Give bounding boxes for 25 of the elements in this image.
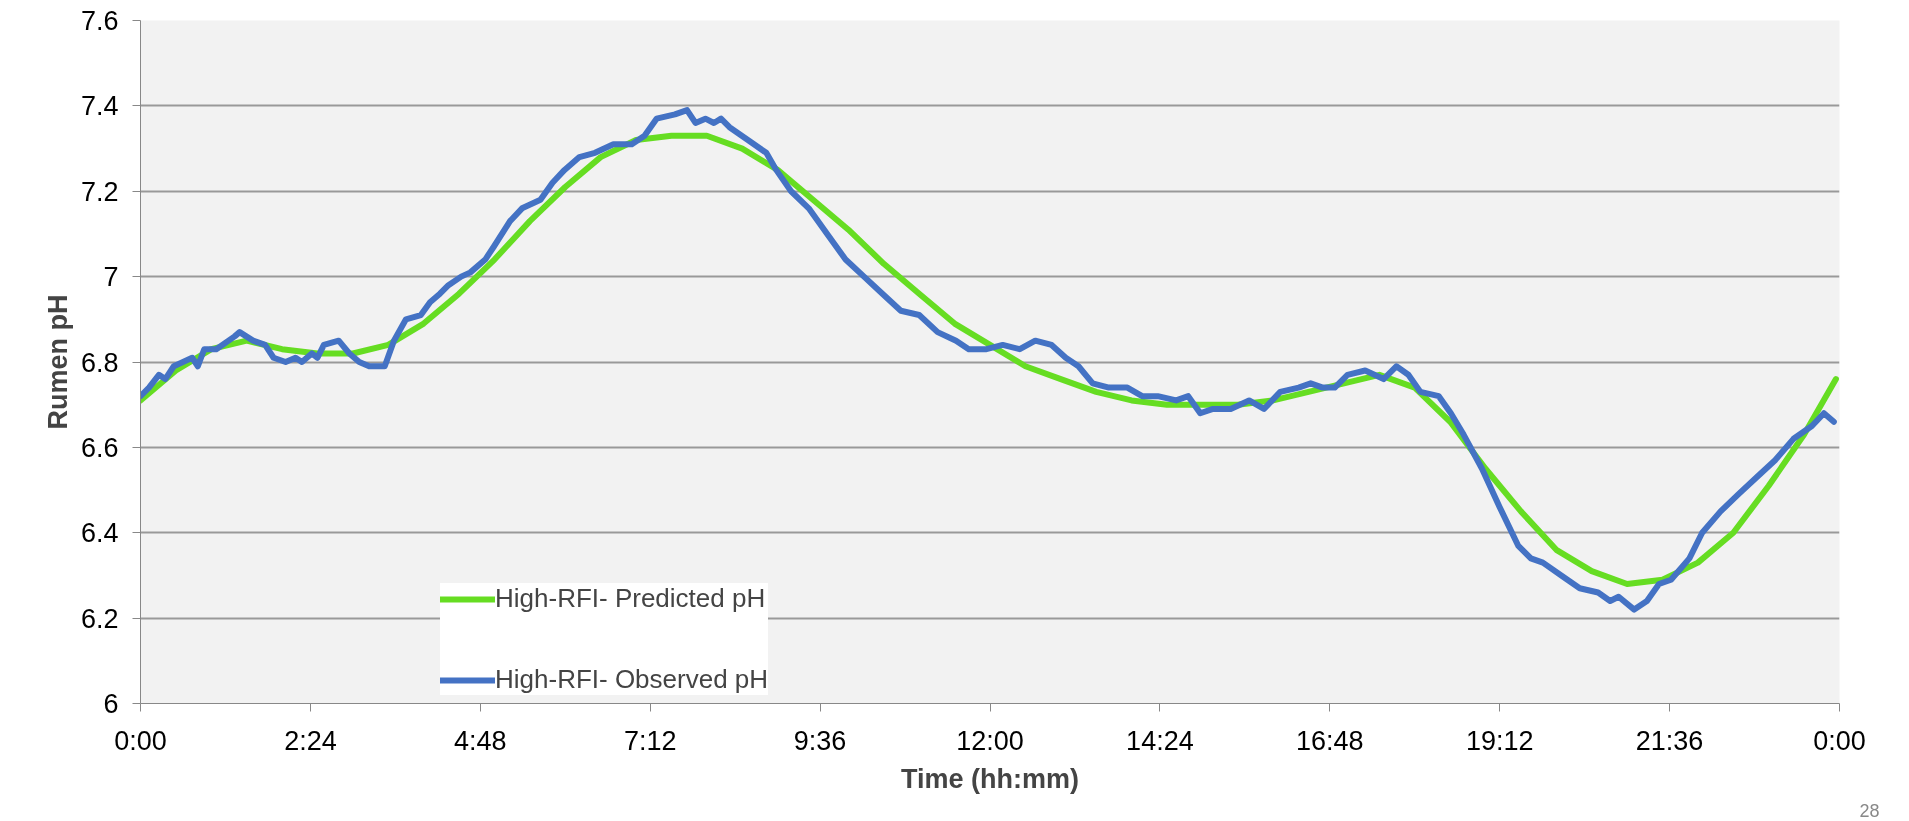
text: 28 (1859, 800, 1880, 821)
x-tick-label: 0:00 (114, 725, 167, 756)
y-tick-label: 6.6 (80, 432, 119, 463)
y-tick-label: 7.6 (80, 6, 119, 36)
x-tick-label: 21:36 (1635, 725, 1704, 756)
x-tick-label: 0:00 (1813, 725, 1866, 756)
x-tick-label: 4:48 (454, 725, 507, 756)
x-tick-label: 19:12 (1465, 725, 1534, 756)
x-tick-label: 9:36 (793, 725, 847, 756)
legend-label: High-RFI- Predicted pH (495, 583, 766, 614)
y-tick-label: 6.8 (80, 347, 119, 378)
x-tick-label: 7:12 (623, 725, 677, 756)
x-tick-label: 16:48 (1296, 725, 1364, 756)
x-tick-label: 14:24 (1126, 725, 1194, 756)
x-tick-label: 2:24 (284, 725, 337, 756)
y-tick-label: 7.2 (80, 176, 119, 207)
y-axis-title: Rumen pH (42, 294, 73, 430)
y-tick-label: 6 (103, 689, 119, 719)
x-tick-label: 12:00 (956, 725, 1024, 756)
y-tick-label: 6.2 (80, 603, 119, 634)
y-tick-label: 7.4 (80, 91, 119, 122)
y-tick-label: 7 (103, 262, 119, 293)
x-axis-title: Time (hh:mm) (901, 763, 1080, 794)
legend-label: High-RFI- Observed pH (495, 664, 769, 695)
y-tick-label: 6.4 (80, 518, 119, 549)
